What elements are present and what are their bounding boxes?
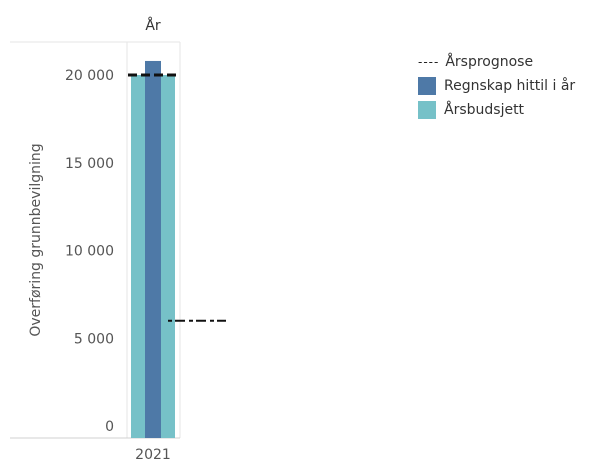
y-tick-label: 20 000 [65, 68, 114, 84]
reference-lines-layer [128, 73, 226, 322]
legend-label: Årsprognose [445, 54, 534, 70]
y-axis-label: Overføring grunnbevilgning [28, 143, 44, 336]
legend-item-arsprognose[interactable]: ---- Årsprognose [418, 50, 575, 74]
bar-regnskap-2021[interactable] [145, 60, 161, 439]
legend-item-regnskap[interactable]: Regnskap hittil i år [418, 74, 575, 98]
legend-label: Regnskap hittil i år [444, 78, 576, 94]
color-swatch-icon [418, 101, 436, 119]
y-tick-label: 5 000 [74, 331, 114, 347]
y-axis-ticks: 0 5 000 10 000 15 000 20 000 [65, 68, 114, 435]
legend-item-arsbudsjett[interactable]: Årsbudsjett [418, 98, 575, 122]
bars-layer [131, 60, 175, 439]
legend: ---- Årsprognose Regnskap hittil i år År… [418, 50, 575, 122]
column-header: År [145, 17, 161, 34]
dashed-line-icon: ---- [418, 55, 440, 69]
legend-label: Årsbudsjett [444, 102, 525, 118]
y-tick-label: 10 000 [65, 244, 114, 260]
color-swatch-icon [418, 77, 436, 95]
y-tick-label: 15 000 [65, 156, 114, 172]
y-tick-label: 0 [105, 419, 114, 435]
x-category-label: 2021 [135, 447, 171, 463]
